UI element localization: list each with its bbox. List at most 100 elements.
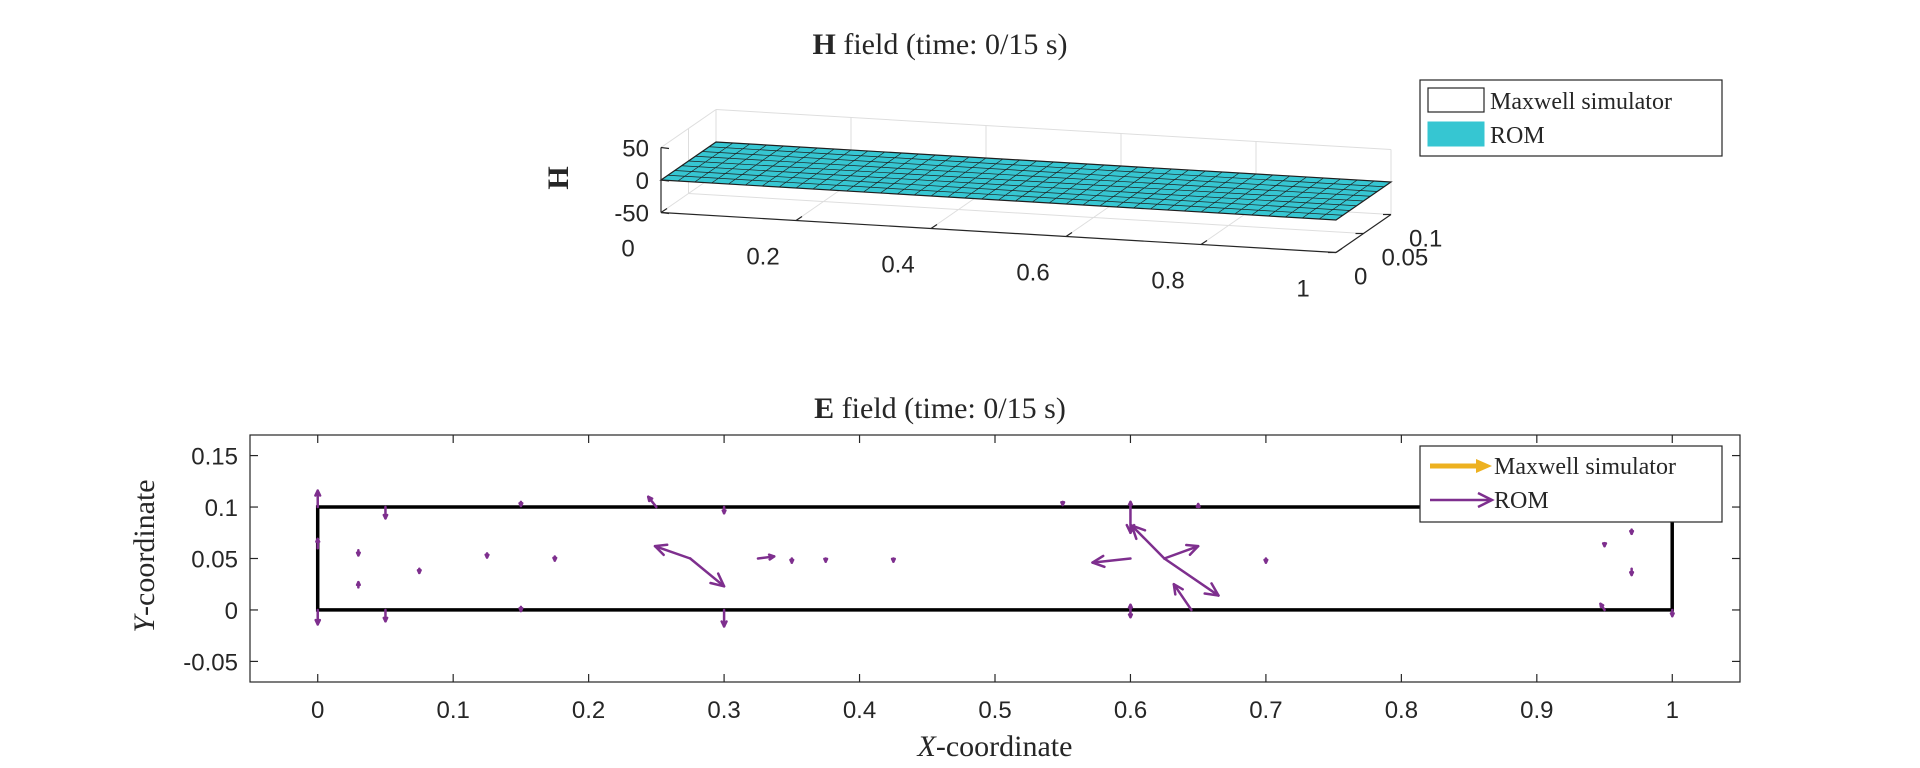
h-z-tick-mark: [660, 211, 670, 215]
h-legend-swatch-maxwell: [1427, 87, 1485, 113]
h-z-tick-mark: [660, 179, 670, 182]
h-field-plot: H field (time: 0/15 s) 0 0.2 0.4 0.6 0.8…: [542, 28, 1723, 303]
e-vector: [314, 489, 322, 509]
e-x-tick: 0.8: [1385, 697, 1418, 724]
e-x-tick: 0.2: [572, 697, 605, 724]
e-vector: [653, 543, 692, 560]
e-y-tick: -0.05: [183, 649, 238, 676]
h-x-tick-mark: [1200, 240, 1208, 245]
e-vector-arrows: [314, 489, 1675, 628]
e-vector: [552, 555, 558, 562]
h-x-tick: 0.4: [881, 252, 914, 279]
e-vector: [1599, 602, 1606, 612]
e-legend-arrowhead-rom: [1477, 491, 1495, 509]
e-legend-label-rom: ROM: [1494, 488, 1549, 514]
e-vector: [1263, 557, 1269, 564]
e-x-tick: 0.5: [978, 697, 1011, 724]
h-x-tick: 1: [1296, 276, 1309, 303]
h-mesh-line: [674, 170, 1350, 211]
h-x-tick-mark: [795, 216, 803, 221]
e-vector: [355, 549, 361, 557]
h-legend-swatch-rom: [1427, 121, 1485, 147]
e-legend: Maxwell simulator ROM: [1419, 445, 1723, 523]
e-vector: [382, 505, 389, 520]
e-domain-boundary: [315, 505, 1674, 612]
e-x-tick: 0.1: [437, 697, 470, 724]
e-vector: [1125, 505, 1136, 535]
e-vector: [1091, 554, 1132, 569]
e-y-tick: 0: [225, 598, 238, 625]
h-mesh-line: [681, 165, 1357, 207]
h-plot-title: H field (time: 0/15 s): [813, 28, 1068, 61]
h-x-tick-mark: [1335, 248, 1343, 253]
h-mesh-line: [702, 151, 1378, 192]
e-x-tick: 1: [1666, 697, 1679, 724]
e-x-tick: 0.3: [707, 697, 740, 724]
e-legend-label-maxwell: Maxwell simulator: [1494, 454, 1676, 480]
h-z-tick: 0: [636, 168, 649, 195]
h-x-axis: [660, 211, 1337, 254]
e-vector: [823, 557, 829, 563]
h-x-tick-mark: [1065, 232, 1073, 237]
e-vector: [646, 495, 658, 509]
h-mesh-line: [667, 174, 1343, 216]
h-x-tick: 0.6: [1016, 260, 1049, 287]
h-z-tick: 50: [622, 136, 649, 163]
e-plot-title: E field (time: 0/15 s): [814, 392, 1066, 425]
h-z-tick-mark: [660, 146, 670, 150]
e-vector: [1629, 567, 1635, 577]
h-z-tick: -50: [614, 201, 649, 228]
h-legend-label-maxwell: Maxwell simulator: [1490, 89, 1672, 115]
h-grid-line: [688, 193, 1364, 234]
h-y-tick: 0.1: [1409, 226, 1442, 253]
e-vector: [1629, 528, 1635, 536]
e-field-plot: E field (time: 0/15 s) 0 0.1 0.2 0.3 0.4…: [128, 392, 1741, 763]
e-tick-marks: [250, 435, 1740, 682]
e-vector: [789, 557, 795, 564]
h-x-tick: 0: [621, 236, 634, 263]
e-legend-box: [1419, 445, 1723, 523]
h-legend-label-rom: ROM: [1490, 123, 1545, 149]
e-vector: [382, 608, 389, 623]
e-vector: [756, 553, 776, 561]
h-x-tick: 0.8: [1151, 268, 1184, 295]
e-vector: [1163, 557, 1220, 597]
e-vector: [355, 580, 361, 589]
h-mesh-line: [688, 160, 1364, 202]
e-x-tick: 0.4: [843, 697, 876, 724]
e-vector: [518, 500, 524, 508]
h-x-tick: 0.2: [746, 244, 779, 271]
h-mesh-line: [695, 155, 1371, 197]
e-vector: [484, 552, 490, 559]
h-mesh-line: [709, 146, 1385, 188]
e-vector: [1195, 502, 1201, 509]
e-vector: [720, 608, 728, 628]
e-vector: [688, 557, 726, 588]
e-y-tick: 0.05: [191, 547, 238, 574]
h-y-tick: 0: [1354, 264, 1367, 291]
e-x-tick: 0.7: [1249, 697, 1282, 724]
h-legend: Maxwell simulator ROM: [1419, 79, 1723, 157]
e-x-tick: 0: [311, 697, 324, 724]
e-vector: [1127, 608, 1134, 619]
e-vector: [890, 557, 896, 563]
e-vector: [1669, 608, 1675, 618]
e-vector: [1060, 500, 1066, 507]
e-x-tick: 0.9: [1520, 697, 1553, 724]
e-legend-arrowhead-maxwell: [1476, 459, 1492, 473]
h-x-tick-mark: [660, 208, 668, 213]
e-vector: [1163, 543, 1200, 560]
e-vector: [1172, 582, 1193, 612]
h-axes-lines: [660, 146, 1392, 254]
e-vector: [416, 567, 422, 575]
e-y-tick: 0.15: [191, 444, 238, 471]
e-vector: [314, 608, 322, 626]
h-z-axis-label: H: [542, 166, 575, 189]
e-vector: [518, 605, 524, 613]
e-vector: [721, 505, 727, 515]
e-vector: [315, 537, 321, 550]
e-x-axis-label: X-coordinate: [917, 730, 1073, 763]
e-vector: [1130, 524, 1166, 560]
h-grid-line: [715, 109, 1392, 150]
